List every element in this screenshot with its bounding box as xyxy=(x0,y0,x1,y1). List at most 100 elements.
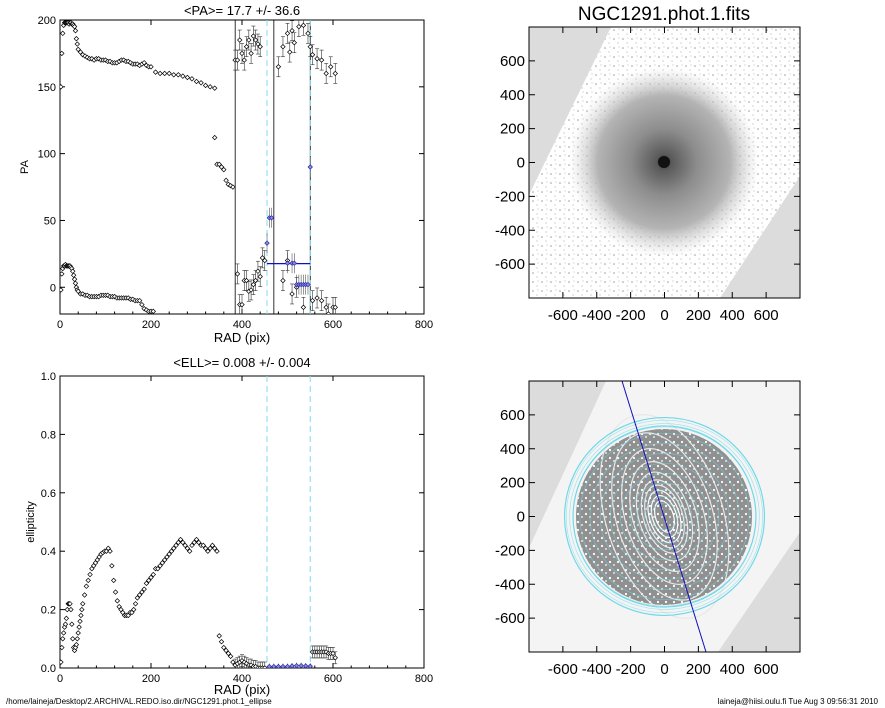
x-tick-label: -400 xyxy=(582,661,612,678)
data-point xyxy=(139,589,145,595)
data-point xyxy=(63,615,70,622)
data-point xyxy=(136,592,143,598)
x-tick-label: 800 xyxy=(415,673,433,685)
data-point xyxy=(318,57,325,63)
data-point xyxy=(300,22,307,29)
y-tick-label: -600 xyxy=(495,610,525,627)
data-point xyxy=(307,164,313,170)
data-point xyxy=(221,166,227,173)
data-point xyxy=(161,70,168,77)
data-point xyxy=(218,639,225,645)
data-point xyxy=(60,659,64,665)
ellipticity-plot-frame xyxy=(59,375,425,669)
x-tick-label: 200 xyxy=(686,307,711,324)
data-point xyxy=(189,76,195,82)
contour-x-axis: -600 -400 -200 0 200 400 600 xyxy=(548,381,779,678)
data-point xyxy=(307,44,313,50)
data-point xyxy=(205,548,211,554)
data-point xyxy=(68,606,74,613)
data-point xyxy=(325,311,332,314)
data-point xyxy=(60,630,67,636)
data-point xyxy=(125,295,131,301)
data-point xyxy=(71,647,78,654)
data-point xyxy=(284,30,291,37)
data-point xyxy=(200,542,207,549)
data-point xyxy=(143,580,150,587)
data-point xyxy=(202,545,209,551)
data-point xyxy=(250,281,257,288)
data-point xyxy=(72,280,79,286)
data-point xyxy=(318,297,325,304)
ellipticity-x-label: RAD (pix) xyxy=(214,682,270,697)
data-point xyxy=(60,636,66,642)
data-point xyxy=(262,665,268,668)
data-point xyxy=(225,650,232,657)
image-x-axis: -600 -400 -200 0 200 400 600 xyxy=(548,27,779,324)
data-point xyxy=(314,295,320,301)
pa-plot-title: <PA>= 17.7 +/- 36.6 xyxy=(184,3,300,18)
image-title: NGC1291.phot.1.fits xyxy=(578,4,750,25)
data-point xyxy=(280,44,286,50)
data-point xyxy=(173,542,179,549)
data-point xyxy=(60,30,66,37)
data-point xyxy=(132,601,139,607)
data-point xyxy=(241,57,247,63)
galaxy-image-panel: NGC1291.phot.1.fits -600 -400 -200 0 200 400 6… xyxy=(495,4,801,324)
data-point xyxy=(60,271,65,277)
y-tick-label: 0.4 xyxy=(41,546,56,558)
data-point xyxy=(289,291,295,297)
data-point xyxy=(60,287,64,293)
y-tick-label: -400 xyxy=(495,222,525,239)
isophote-contour xyxy=(630,483,699,550)
data-point xyxy=(152,69,159,75)
data-point xyxy=(212,545,218,551)
data-point xyxy=(296,23,302,30)
data-point xyxy=(248,662,254,668)
data-point xyxy=(221,644,227,651)
data-point xyxy=(252,277,259,284)
data-point xyxy=(259,255,266,261)
isophote-contour xyxy=(637,489,692,544)
y-tick-label: 0 xyxy=(517,509,525,526)
y-tick-label: 150 xyxy=(38,82,56,94)
y-tick-label: -200 xyxy=(495,542,525,559)
isophote-contour xyxy=(579,433,750,600)
data-point xyxy=(284,260,291,266)
data-point xyxy=(70,268,76,274)
x-tick-label: 200 xyxy=(142,319,160,331)
isophote-contour xyxy=(565,419,764,614)
data-point xyxy=(127,60,134,66)
y-tick-label: 0 xyxy=(50,282,56,294)
footer-filepath: /home/laineja/Desktop/2.ARCHIVAL.REDO.is… xyxy=(6,697,272,706)
data-point xyxy=(298,662,304,668)
data-point xyxy=(107,548,113,554)
data-point xyxy=(155,566,161,572)
fit-boundary-ellipses xyxy=(563,416,766,617)
data-point xyxy=(212,134,218,141)
data-point xyxy=(71,23,78,30)
data-point xyxy=(218,164,225,170)
data-point xyxy=(239,301,245,308)
data-point xyxy=(166,70,172,77)
data-point xyxy=(275,663,282,668)
data-point xyxy=(76,624,82,630)
data-point xyxy=(78,612,84,619)
data-point xyxy=(303,663,309,668)
pa-plot: <PA>= 17.7 +/- 36.6 0 200 400 600 800 0 50 100… xyxy=(19,3,433,345)
y-tick-label: 50 xyxy=(44,215,56,227)
pa-x-axis: 0 200 400 600 800 xyxy=(57,20,433,331)
data-point xyxy=(268,215,275,221)
data-point xyxy=(291,40,298,46)
data-point xyxy=(293,662,300,668)
x-tick-label: 400 xyxy=(720,661,745,678)
data-point xyxy=(289,27,295,34)
data-point xyxy=(60,50,65,57)
x-tick-label: -200 xyxy=(616,307,646,324)
data-point xyxy=(305,281,311,288)
x-tick-label: 600 xyxy=(754,307,779,324)
pa-y-label: PA xyxy=(19,159,31,174)
data-point xyxy=(159,560,166,566)
data-point xyxy=(67,601,73,607)
data-point xyxy=(248,287,254,293)
